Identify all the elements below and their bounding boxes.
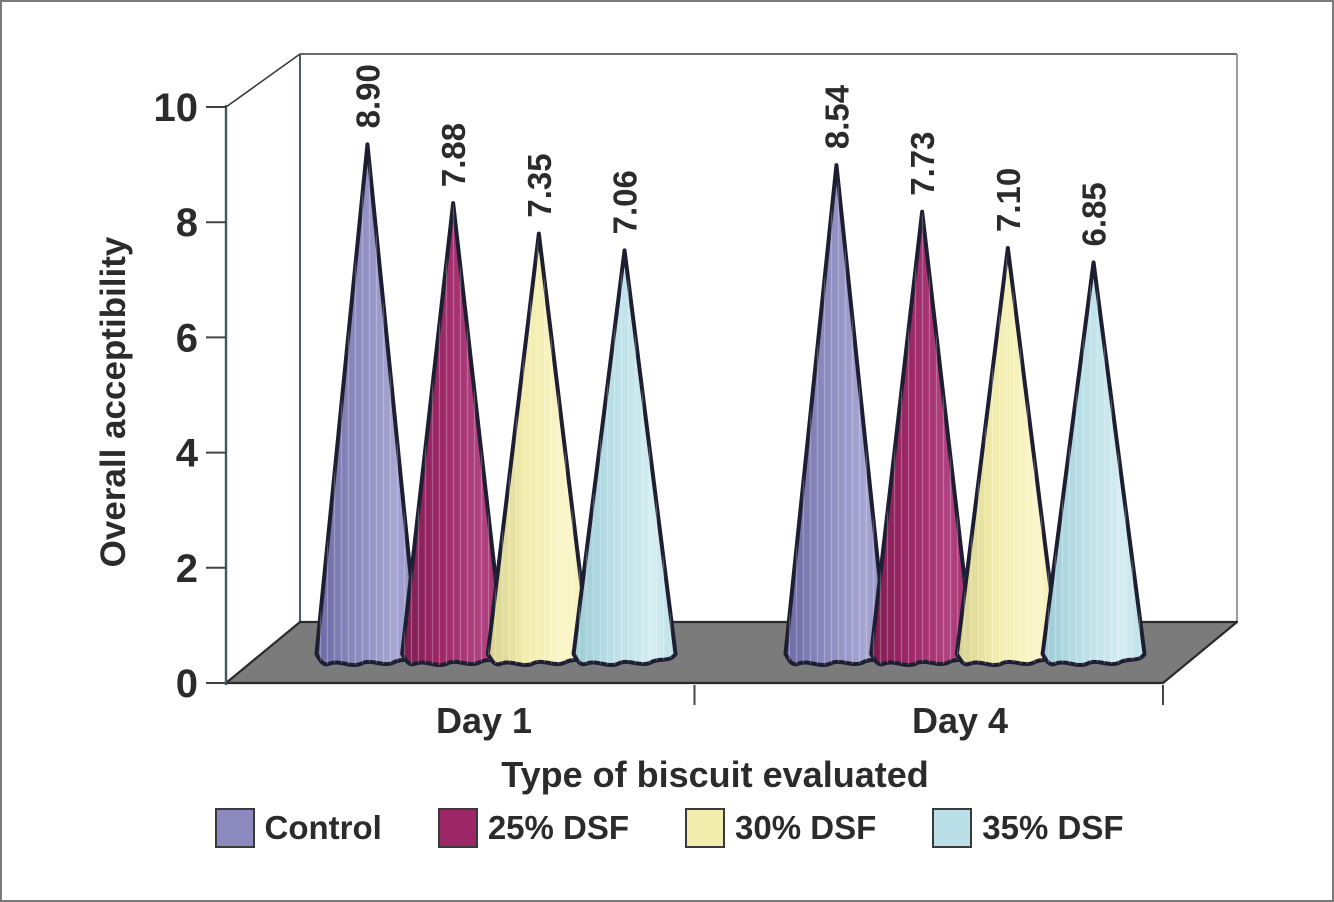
- cone-stripe-texture: [573, 250, 676, 666]
- legend-swatch: [932, 808, 973, 848]
- y-tick-label: 4: [176, 432, 199, 476]
- box-top-left-diagonal: [225, 53, 301, 108]
- legend-swatch: [685, 808, 726, 848]
- legend-item-30-dsf: 30% DSF: [685, 808, 876, 848]
- y-axis-title: Overall acceptibility: [94, 236, 133, 568]
- y-tick-label: 10: [154, 86, 199, 130]
- cone-stripe-texture: [1042, 262, 1145, 666]
- legend-label: 25% DSF: [487, 809, 630, 846]
- legend-item-35-dsf: 35% DSF: [932, 808, 1123, 848]
- legend-label: Control: [264, 809, 382, 846]
- y-tick-label: 8: [176, 201, 198, 245]
- y-tick-label: 0: [176, 662, 198, 706]
- legend-item-25-dsf: 25% DSF: [437, 808, 630, 848]
- value-label: 7.73: [904, 132, 941, 196]
- x-axis-title: Type of biscuit evaluated: [501, 754, 929, 795]
- cone-stripe-texture: [785, 165, 888, 666]
- cone-stripe-texture: [956, 248, 1059, 666]
- value-label: 7.06: [607, 170, 644, 234]
- category-label-day-4: Day 4: [911, 700, 1009, 741]
- y-tick-label: 2: [176, 547, 198, 591]
- category-label-day-1: Day 1: [435, 700, 533, 741]
- cone-stripe-texture: [316, 144, 419, 666]
- value-label: 8.54: [818, 84, 855, 149]
- value-label: 8.90: [349, 64, 386, 128]
- legend-item-control: Control: [214, 808, 382, 848]
- value-label: 6.85: [1076, 182, 1113, 246]
- y-tick-label: 6: [176, 316, 198, 360]
- legend-label: 30% DSF: [735, 809, 877, 846]
- legend-swatch: [437, 808, 478, 848]
- legend-swatch: [214, 808, 255, 848]
- value-label: 7.10: [990, 168, 1027, 232]
- chart-legend: Control 25% DSF 30% DSF 35% DSF: [2, 808, 1332, 848]
- cone-stripe-texture: [487, 233, 590, 666]
- cone-stripe-texture: [402, 203, 505, 666]
- cone-stripe-texture: [871, 211, 974, 666]
- legend-label: 35% DSF: [982, 809, 1124, 846]
- value-label: 7.88: [435, 123, 472, 187]
- value-label: 7.35: [521, 153, 558, 217]
